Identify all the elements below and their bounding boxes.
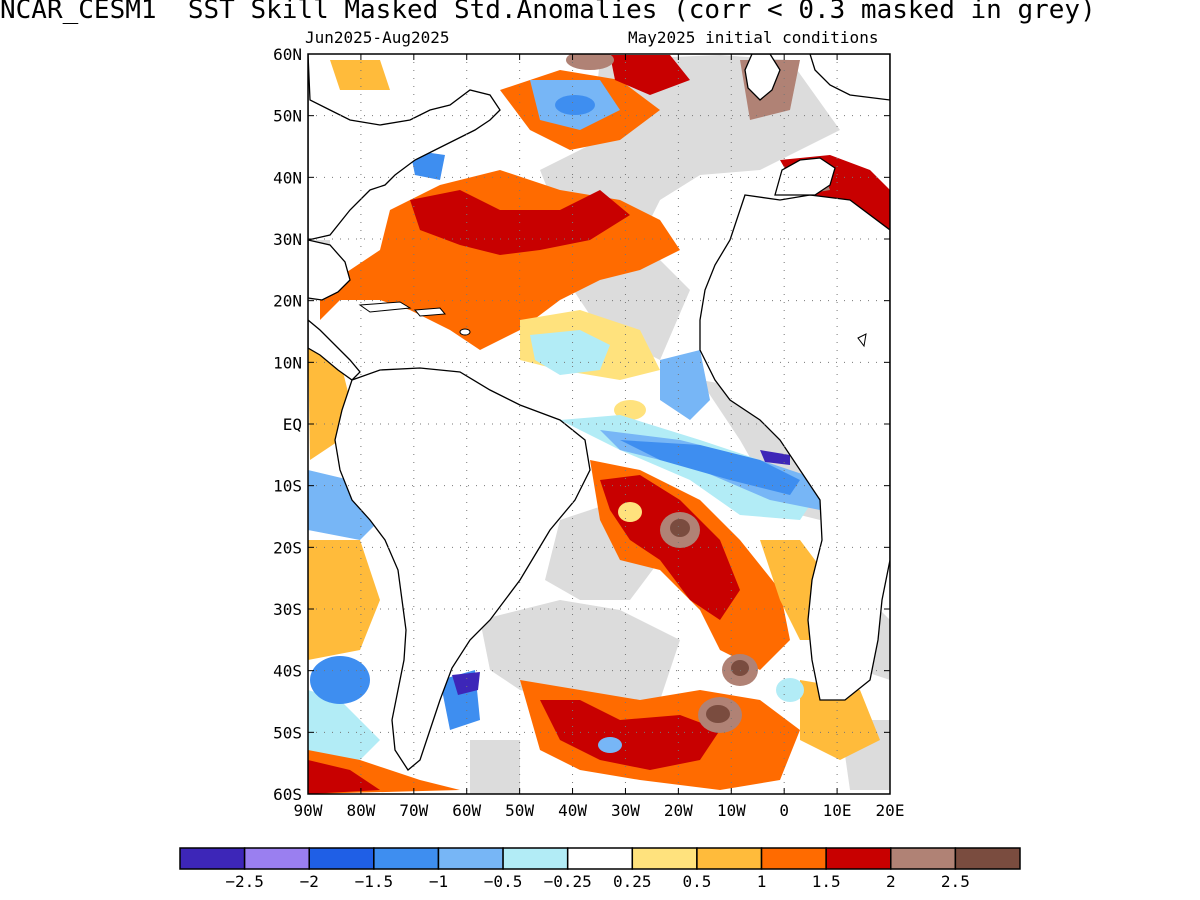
colorbar-tick-label: −0.5 (484, 872, 523, 891)
lat-tick-label: 20S (273, 538, 302, 557)
colorbar-swatch (760, 847, 827, 870)
colorbar-tick-label: −2.5 (225, 872, 264, 891)
lon-tick-label: 10W (717, 801, 746, 820)
colorbar-swatch (631, 847, 698, 870)
lat-tick-label: 60S (273, 785, 302, 804)
colorbar-tick-label: −1.5 (355, 872, 394, 891)
lon-tick-label: 70W (399, 801, 428, 820)
lat-tick-label: EQ (283, 415, 302, 434)
lon-tick-label: 30W (611, 801, 640, 820)
colorbar-swatch (696, 847, 763, 870)
colorbar-tick-label: 1 (757, 872, 767, 891)
colorbar-swatch (437, 847, 504, 870)
warm-anomalies-extreme (670, 519, 749, 723)
lon-tick-label: 20W (664, 801, 693, 820)
colorbar-tick-label: 2.5 (941, 872, 970, 891)
colorbar-swatch (825, 847, 892, 870)
lon-tick-label: 50W (505, 801, 534, 820)
longitude-axis: 90W 80W 70W 60W 50W 40W 30W 20W 10W 0 10E 20E (294, 801, 905, 820)
lon-tick-label: 40W (558, 801, 587, 820)
colorbar-tick-label: −2 (300, 872, 319, 891)
lon-tick-label: 60W (452, 801, 481, 820)
colorbar-labels: −2.5 −2 −1.5 −1 −0.5 −0.25 0.25 0.5 1 1.5 2 2.5 (225, 872, 969, 891)
lat-tick-label: 50N (273, 107, 302, 126)
chart-title: NCAR_CESM1 SST Skill Masked Std.Anomalie… (0, 0, 1096, 25)
colorbar-tick-label: −0.25 (544, 872, 592, 891)
caribbean-islands (358, 301, 471, 336)
colorbar-tick-label: 2 (886, 872, 896, 891)
lon-tick-label: 80W (346, 801, 375, 820)
colorbar-swatch (373, 847, 440, 870)
forecast-period: Jun2025-Aug2025 (305, 28, 450, 47)
lon-tick-label: 0 (779, 801, 789, 820)
lat-tick-label: 50S (273, 723, 302, 742)
colorbar-tick-label: −1 (429, 872, 448, 891)
colorbar-swatch (954, 847, 1021, 870)
colorbar-swatch (243, 847, 310, 870)
axis-ticks (307, 53, 891, 795)
lon-tick-label: 10E (823, 801, 852, 820)
initial-conditions: May2025 initial conditions (628, 28, 879, 47)
colorbar (179, 847, 1021, 870)
colorbar-swatch (308, 847, 375, 870)
lat-tick-label: 40S (273, 662, 302, 681)
anomaly-field (308, 54, 890, 794)
lon-tick-label: 90W (294, 801, 323, 820)
colorbar-tick-label: 1.5 (812, 872, 841, 891)
lat-tick-label: 60N (273, 45, 302, 64)
colorbar-swatch (502, 847, 569, 870)
lat-tick-label: 20N (273, 292, 302, 311)
lat-tick-label: 40N (273, 168, 302, 187)
colorbar-tick-label: 0.5 (682, 872, 711, 891)
lat-tick-label: 30S (273, 600, 302, 619)
lon-tick-label: 20E (876, 801, 905, 820)
colorbar-tick-label: 0.25 (613, 872, 652, 891)
colorbar-swatch (890, 847, 957, 870)
colorbar-swatch (566, 847, 634, 870)
graticule (308, 54, 890, 794)
lat-tick-label: 10S (273, 477, 302, 496)
lat-tick-label: 10N (273, 353, 302, 372)
cool-anomalies-extreme (452, 450, 790, 695)
colorbar-swatch (179, 847, 246, 870)
lat-tick-label: 30N (273, 230, 302, 249)
continents (308, 54, 890, 771)
latitude-axis: 60N 50N 40N 30N 20N 10N EQ 10S 20S 30S 40S 50S 60S (273, 45, 302, 804)
